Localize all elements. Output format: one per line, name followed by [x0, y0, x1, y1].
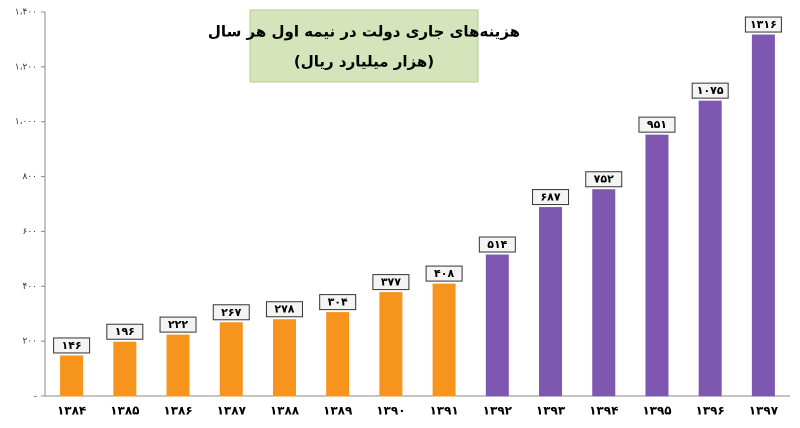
- value-label: ۳۷۷: [381, 276, 401, 289]
- x-tick-label: ۱۳۹۶: [696, 404, 725, 418]
- value-label: ۱۰۷۵: [697, 84, 724, 97]
- bar: [645, 134, 669, 397]
- value-label: ۹۵۱: [647, 118, 667, 131]
- x-tick-label: ۱۳۹۴: [589, 404, 618, 418]
- value-label: ۱۹۶: [115, 325, 135, 338]
- bar: [698, 100, 722, 397]
- x-tick-label: ۱۳۹۲: [483, 404, 513, 418]
- bar: [166, 334, 190, 397]
- x-tick-label: ۱۳۸۷: [217, 404, 247, 418]
- value-label-box: [372, 274, 410, 291]
- value-label: ۵۱۴: [487, 238, 507, 251]
- y-tick-label: ۶۰۰: [22, 227, 37, 237]
- y-tick-label: ۱،۲۰۰: [15, 62, 37, 72]
- value-label-box: [106, 323, 144, 340]
- x-tick-label: ۱۳۹۰: [376, 404, 405, 418]
- value-label: ۱۴۶: [62, 339, 82, 352]
- bar: [485, 254, 509, 397]
- bar: [751, 34, 775, 397]
- chart-subtitle: (هزار میلیارد ریال): [294, 53, 434, 71]
- value-label-box: [691, 82, 729, 99]
- value-label: ۲۷۸: [274, 303, 294, 316]
- y-tick-label: -: [34, 392, 37, 402]
- value-label-box: [53, 337, 91, 354]
- y-tick-label: ۱،۴۰۰: [15, 8, 37, 18]
- value-label: ۱۳۱۶: [750, 18, 777, 31]
- x-tick-label: ۱۳۸۹: [323, 404, 353, 418]
- value-label-box: [425, 265, 463, 282]
- value-label-box: [265, 301, 303, 318]
- x-tick-label: ۱۳۸۶: [163, 404, 192, 418]
- bar: [539, 207, 563, 397]
- bar: [272, 319, 296, 397]
- value-label-box: [744, 16, 782, 33]
- value-label-box: [319, 294, 357, 311]
- value-label: ۶۸۷: [540, 191, 560, 204]
- bar: [60, 355, 84, 397]
- y-tick-label: ۸۰۰: [22, 172, 37, 182]
- value-label-box: [585, 171, 623, 188]
- x-tick-label: ۱۳۹۷: [749, 404, 779, 418]
- x-tick-label: ۱۳۹۱: [429, 404, 458, 418]
- x-tick-label: ۱۳۸۵: [110, 404, 139, 418]
- x-tick-label: ۱۳۸۴: [57, 404, 86, 418]
- bar: [326, 312, 350, 397]
- value-label: ۲۲۲: [168, 318, 188, 331]
- y-tick-label: ۱،۰۰۰: [15, 117, 37, 127]
- value-label-box: [478, 236, 516, 253]
- bar: [219, 322, 243, 397]
- value-label: ۲۶۷: [221, 306, 241, 319]
- x-tick-label: ۱۳۸۸: [270, 404, 300, 418]
- title-box: [249, 9, 479, 83]
- bar: [432, 283, 456, 397]
- value-label-box: [212, 304, 250, 321]
- x-tick-label: ۱۳۹۵: [642, 404, 671, 418]
- bar: [592, 189, 616, 397]
- x-tick-label: ۱۳۹۳: [536, 404, 566, 418]
- value-label-box: [532, 189, 570, 206]
- bar: [379, 292, 403, 397]
- y-tick-label: ۴۰۰: [22, 282, 37, 292]
- value-label-box: [159, 316, 197, 333]
- value-label-box: [638, 116, 676, 133]
- chart-title: هزینه‌های جاری دولت در نیمه اول هر سال: [208, 23, 520, 41]
- y-tick-label: ۲۰۰: [22, 337, 37, 347]
- value-label: ۷۵۲: [594, 173, 614, 186]
- value-label: ۴۰۸: [434, 267, 454, 280]
- value-label: ۳۰۴: [328, 296, 348, 309]
- bar: [113, 341, 137, 397]
